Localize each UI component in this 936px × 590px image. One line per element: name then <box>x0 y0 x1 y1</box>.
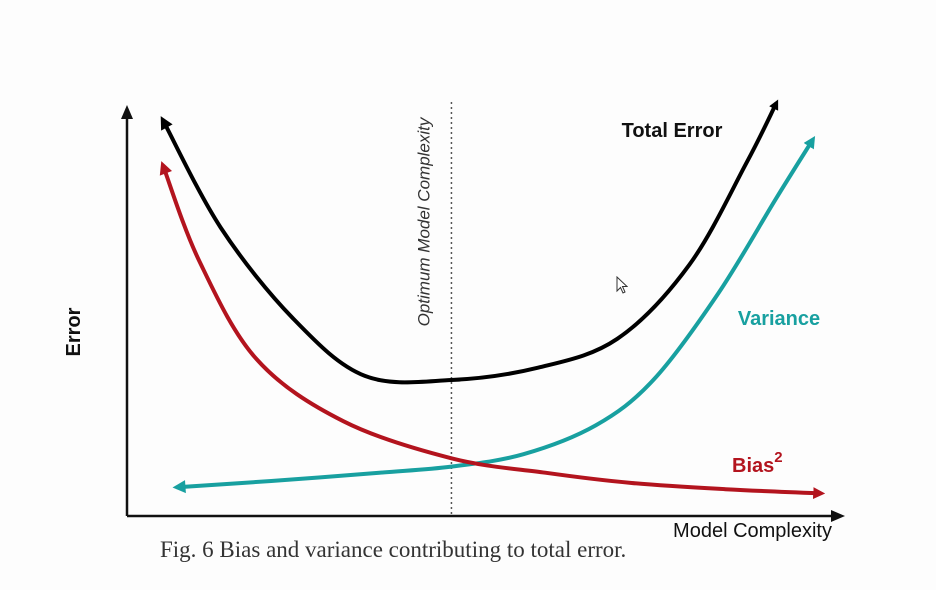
total-error-curve <box>161 99 779 385</box>
bias-start-arrow <box>159 161 172 176</box>
variance-label: Variance <box>738 308 820 330</box>
total-error-label: Total Error <box>622 120 723 142</box>
y-axis-label: Error <box>63 307 85 356</box>
x-axis-label: Model Complexity <box>673 520 832 542</box>
variance-start-arrow <box>172 480 186 494</box>
bias-label: Bias2 <box>732 449 783 477</box>
total-error-start-arrow <box>160 116 173 131</box>
optimum-complexity-label: Optimum Model Complexity <box>414 116 433 326</box>
bias-label-text: Bias <box>732 455 774 477</box>
variance-curve <box>175 136 816 490</box>
bias-label-superscript: 2 <box>774 449 782 466</box>
bias-curve <box>161 163 826 500</box>
figure-caption: Fig. 6 Bias and variance contributing to… <box>160 537 627 562</box>
mouse-pointer-icon <box>616 276 628 294</box>
series-group <box>159 99 826 500</box>
